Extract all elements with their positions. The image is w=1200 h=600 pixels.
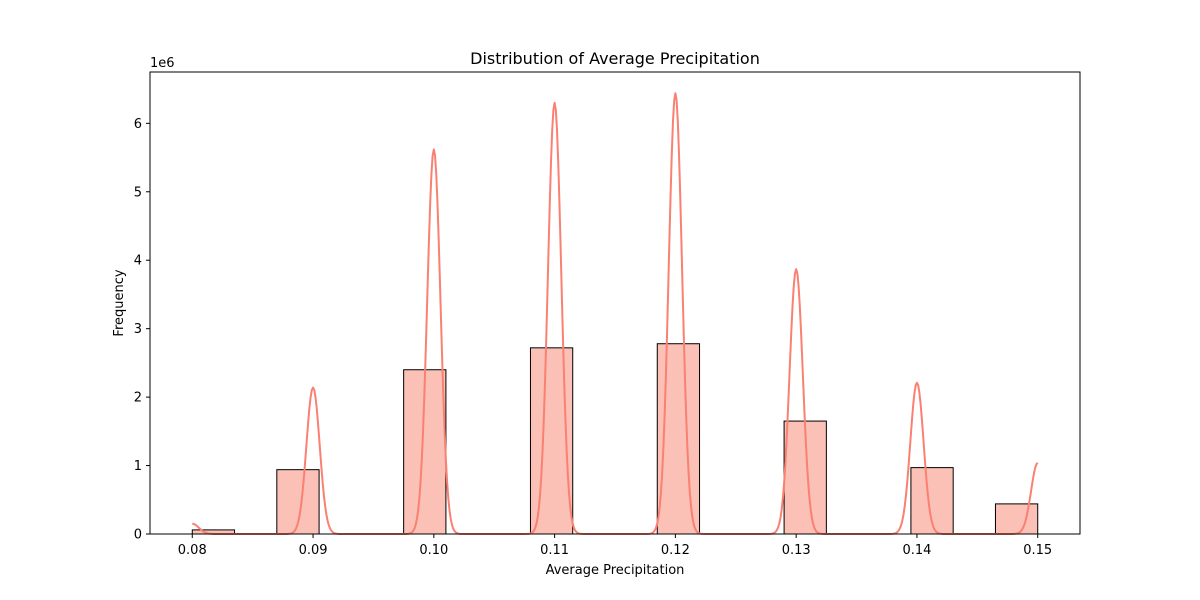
plot-area-frame bbox=[149, 71, 1081, 535]
x-tick-label: 0.14 bbox=[902, 543, 931, 558]
x-tick-label: 0.15 bbox=[1023, 543, 1052, 558]
y-axis-title: Frequency bbox=[112, 269, 127, 336]
x-tick-label: 0.11 bbox=[540, 543, 569, 558]
x-tick-label: 0.08 bbox=[178, 543, 207, 558]
x-tick-label: 0.09 bbox=[299, 543, 328, 558]
y-tick-label: 3 bbox=[134, 322, 142, 337]
x-tick-label: 0.12 bbox=[661, 543, 690, 558]
y-tick-label: 1 bbox=[134, 459, 142, 474]
x-axis-title: Average Precipitation bbox=[546, 563, 685, 578]
y-tick-label: 2 bbox=[134, 391, 142, 406]
y-tick-label: 4 bbox=[134, 254, 142, 269]
x-axis-ticks: 0.08 0.09 0.10 0.11 0.12 0.13 0.14 0.15 bbox=[178, 534, 1052, 558]
chart-title: Distribution of Average Precipitation bbox=[470, 49, 760, 68]
y-axis-ticks: 0 1 2 3 4 5 6 bbox=[134, 117, 150, 543]
y-tick-label: 6 bbox=[134, 117, 142, 132]
histogram-bar bbox=[994, 503, 1039, 535]
y-axis-offset-text: 1e6 bbox=[150, 56, 175, 71]
x-tick-label: 0.10 bbox=[419, 543, 448, 558]
x-tick-label: 0.13 bbox=[782, 543, 811, 558]
y-tick-label: 0 bbox=[134, 528, 142, 543]
y-tick-label: 5 bbox=[134, 185, 142, 200]
